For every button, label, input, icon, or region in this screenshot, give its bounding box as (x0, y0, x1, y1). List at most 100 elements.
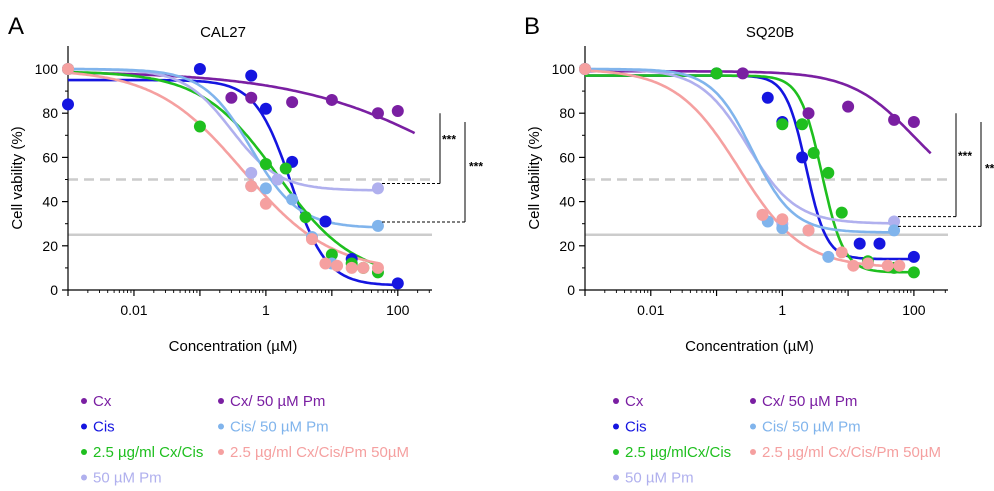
y-tick-label: 100 (552, 61, 576, 77)
y-tick-label: 0 (567, 282, 575, 298)
panel-label: A (8, 13, 24, 40)
point-2-5-g-ml-cx-cis-pm-50-m (371, 261, 384, 274)
point-cis-50-m-pm (286, 193, 299, 206)
point-2-5-g-ml-cx-cis (835, 206, 848, 219)
point-cx (286, 96, 299, 109)
legend-marker-50-m-pm (81, 474, 87, 481)
point-2-5-g-ml-cx-cis-pm-50-m (245, 180, 258, 193)
point-2-5-g-ml-cx-cis (907, 266, 920, 279)
legend-marker-cis (613, 423, 619, 430)
y-tick-label: 40 (42, 194, 58, 210)
legend-label-cx-50-m-pm: Cx/ 50 µM Pm (762, 393, 857, 410)
y-tick-label: 0 (50, 282, 58, 298)
point-2-5-g-ml-cx-cis (193, 120, 206, 133)
legend-label-cx: Cx (93, 393, 112, 410)
point-cis (761, 91, 774, 104)
point-cis-50-m-pm (259, 182, 272, 195)
point-cis (391, 277, 404, 290)
curve-cis (68, 78, 398, 287)
point-cx (802, 107, 815, 120)
legend-marker-cx-50-m-pm (218, 398, 224, 404)
significance-label: *** (985, 162, 994, 176)
significance-label: *** (958, 149, 972, 163)
legend-marker-cx (613, 398, 619, 404)
legend-marker-cis (81, 423, 87, 430)
point-cis (259, 102, 272, 115)
point-2-5-g-ml-cx-cis-pm-50-m (579, 63, 591, 75)
legend-marker-cx-50-m-pm (750, 398, 756, 404)
chart-title: SQ20B (746, 24, 794, 41)
point-cx (736, 67, 749, 80)
point-2-5-g-ml-cx-cis (710, 67, 723, 80)
y-tick-label: 20 (559, 238, 575, 254)
legend-label-2-5-g-mlcx-cis: 2.5 µg/mlCx/Cis (625, 444, 731, 461)
legend-label-2-5-g-ml-cx-cis-pm-50-m: 2.5 µg/ml Cx/Cis/Pm 50µM (762, 444, 941, 461)
point-2-5-g-ml-cx-cis-pm-50-m (319, 257, 332, 270)
point-2-5-g-ml-cx-cis-pm-50-m (305, 233, 318, 246)
legend-label-cis: Cis (625, 419, 647, 436)
legend-label-50-m-pm: 50 µM Pm (625, 470, 694, 487)
curve-2-5-g-ml-cx-cis-pm-50-m (67, 71, 379, 265)
point-cis (319, 215, 332, 228)
legend-marker-2-5-g-mlcx-cis (613, 449, 619, 455)
legend-marker-50-m-pm (613, 474, 619, 481)
point-2-5-g-ml-cx-cis-pm-50-m (357, 261, 370, 274)
point-2-5-g-ml-cx-cis-pm-50-m (847, 259, 860, 272)
point-2-5-g-ml-cx-cis (259, 158, 272, 171)
point-50-m-pm (271, 173, 284, 186)
point-2-5-g-ml-cx-cis (822, 166, 835, 179)
point-cis (245, 69, 258, 82)
legend-label-cx-50-m-pm: Cx/ 50 µM Pm (230, 393, 325, 410)
point-cis-50-m-pm (888, 224, 901, 237)
point-2-5-g-ml-cx-cis-pm-50-m (835, 246, 848, 259)
point-cis (907, 250, 920, 263)
legend-label-cis: Cis (93, 419, 115, 436)
panel-a: A CAL27 0 20 40 60 80 100 0.01 1 100 Concentration … (8, 13, 483, 355)
legend-marker-2-5-g-ml-cx-cis-pm-50-m (750, 449, 756, 455)
point-50-m-pm (888, 215, 901, 228)
y-tick-label: 40 (559, 194, 575, 210)
point-cis (193, 63, 206, 75)
significance-label: *** (469, 160, 483, 174)
y-tick-label: 60 (559, 149, 575, 165)
point-cis (62, 98, 74, 111)
y-tick-label: 20 (42, 238, 58, 254)
point-50-m-pm (371, 182, 384, 195)
point-2-5-g-ml-cx-cis (776, 118, 789, 131)
panel-b: B SQ20B 0 20 40 60 80 100 0.01 1 100 Concentration … (524, 13, 994, 355)
legend-marker-cx (81, 398, 87, 404)
point-cis-50-m-pm (776, 222, 789, 235)
curve-cx (585, 69, 932, 155)
legend-label-cx: Cx (625, 393, 644, 410)
y-tick-label: 100 (35, 61, 59, 77)
point-cis-50-m-pm (371, 219, 384, 232)
x-tick-label: 100 (386, 302, 410, 318)
point-cx (888, 113, 901, 126)
point-2-5-g-ml-cx-cis (299, 211, 312, 224)
point-cis (853, 237, 866, 250)
x-axis-label: Concentration (µM) (169, 338, 298, 355)
curve-50-m-pm (585, 67, 895, 225)
point-2-5-g-ml-cx-cis-pm-50-m (259, 197, 272, 210)
legend-a: Cx Cis 2.5 µg/ml Cx/Cis 50 µM Pm Cx/ 50 µM P… (81, 393, 409, 487)
point-cx (391, 104, 404, 117)
point-2-5-g-ml-cx-cis-pm-50-m (802, 224, 815, 237)
legend-label-cis-50-m-pm: Cis/ 50 µM Pm (230, 419, 329, 436)
y-tick-label: 80 (559, 105, 575, 121)
legend-marker-2-5-g-ml-cx-cis-pm-50-m (218, 449, 224, 455)
legend-marker-cis-50-m-pm (750, 423, 756, 430)
point-cx (907, 116, 920, 129)
point-2-5-g-ml-cx-cis (325, 248, 338, 261)
legend-label-2-5-g-ml-cx-cis-pm-50-m: 2.5 µg/ml Cx/Cis/Pm 50µM (230, 444, 409, 461)
x-tick-label: 0.01 (120, 302, 147, 318)
point-cis (873, 237, 886, 250)
point-50-m-pm (245, 166, 258, 179)
y-tick-label: 80 (42, 105, 58, 121)
point-2-5-g-ml-cx-cis-pm-50-m (62, 63, 74, 75)
x-tick-label: 100 (902, 302, 926, 318)
point-2-5-g-ml-cx-cis-pm-50-m (861, 257, 874, 270)
point-2-5-g-ml-cx-cis-pm-50-m (893, 259, 906, 272)
point-2-5-g-ml-cx-cis-pm-50-m (345, 261, 358, 274)
point-cx (842, 100, 855, 113)
